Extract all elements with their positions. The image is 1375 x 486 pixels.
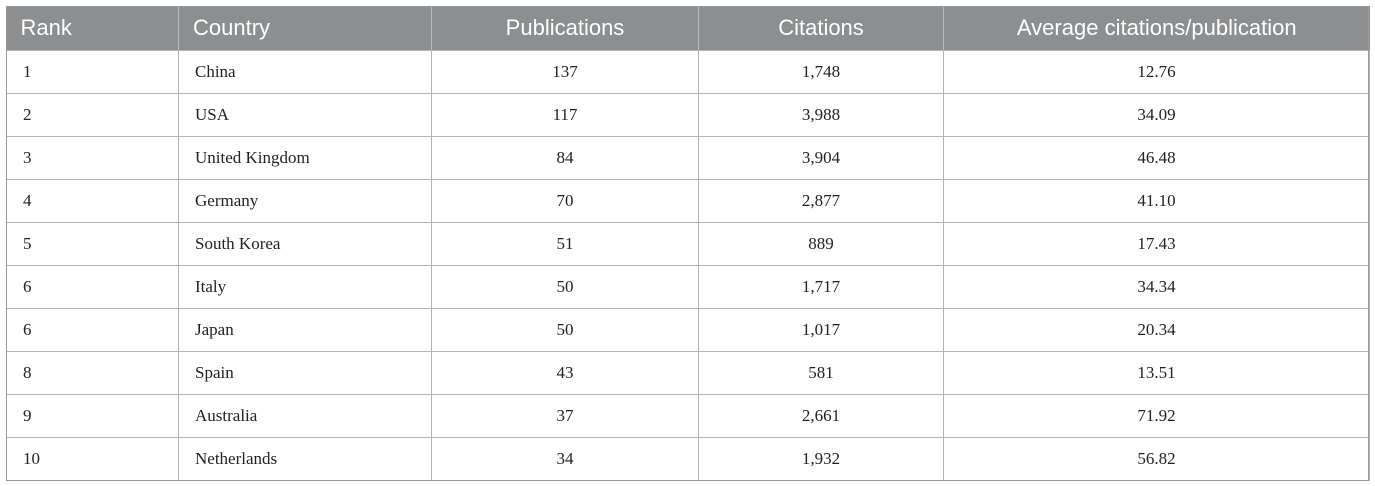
cell-country: Japan (178, 308, 432, 353)
cell-citations: 1,717 (698, 264, 944, 310)
header-country: Country (178, 6, 432, 50)
table-row: 8 Spain 43 581 13.51 (6, 351, 1370, 396)
cell-country: Italy (178, 264, 432, 310)
table-row: 6 Italy 50 1,717 34.34 (6, 264, 1370, 310)
cell-average-citations: 71.92 (943, 394, 1370, 439)
country-ranking-table: Rank Country Publications Citations Aver… (6, 6, 1370, 482)
header-rank: Rank (20, 14, 72, 40)
cell-publications: 50 (431, 308, 699, 353)
cell-citations: 2,877 (698, 178, 944, 223)
cell-average-citations: 34.34 (943, 264, 1370, 310)
cell-rank: 3 (6, 135, 179, 180)
cell-country: Australia (178, 394, 432, 439)
cell-citations: 1,748 (698, 49, 944, 94)
cell-rank: 9 (6, 394, 179, 439)
cell-rank: 10 (6, 437, 179, 482)
cell-citations: 889 (698, 221, 944, 266)
cell-rank: 4 (6, 178, 179, 223)
header-citations: Citations (698, 6, 944, 50)
cell-publications: 70 (431, 178, 699, 223)
header-row: Rank Country Publications Citations Aver… (6, 6, 1370, 50)
cell-rank: 1 (6, 49, 179, 94)
header-average-citations: Average citations/publication (943, 6, 1370, 50)
cell-publications: 37 (431, 394, 699, 439)
cell-country: South Korea (178, 221, 432, 266)
cell-average-citations: 12.76 (943, 49, 1370, 94)
cell-country: Spain (178, 351, 432, 396)
cell-country: China (178, 49, 432, 94)
table-row: 4 Germany 70 2,877 41.10 (6, 178, 1370, 223)
cell-country: Netherlands (178, 437, 432, 482)
table-row: 1 China 137 1,748 12.76 (6, 49, 1370, 94)
cell-average-citations: 13.51 (943, 351, 1370, 396)
cell-rank: 6 (6, 308, 179, 353)
cell-average-citations: 56.82 (943, 437, 1370, 482)
cell-country: USA (178, 92, 432, 137)
cell-rank: 8 (6, 351, 179, 396)
table-row: 10 Netherlands 34 1,932 56.82 (6, 437, 1370, 482)
cell-citations: 1,932 (698, 437, 944, 482)
cell-citations: 3,904 (698, 135, 944, 180)
cell-publications: 84 (431, 135, 699, 180)
cell-average-citations: 20.34 (943, 308, 1370, 353)
table-row: 3 United Kingdom 84 3,904 46.48 (6, 135, 1370, 180)
cell-average-citations: 46.48 (943, 135, 1370, 180)
table-row: 9 Australia 37 2,661 71.92 (6, 394, 1370, 439)
cell-citations: 3,988 (698, 92, 944, 137)
cell-citations: 1,017 (698, 308, 944, 353)
cell-publications: 117 (431, 92, 699, 137)
cell-citations: 581 (698, 351, 944, 396)
header-publications: Publications (431, 6, 699, 50)
cell-citations: 2,661 (698, 394, 944, 439)
cell-rank: 5 (6, 221, 179, 266)
cell-publications: 51 (431, 221, 699, 266)
table-row: 2 USA 117 3,988 34.09 (6, 92, 1370, 137)
cell-rank: 2 (6, 92, 179, 137)
table-row: 5 South Korea 51 889 17.43 (6, 221, 1370, 266)
cell-publications: 34 (431, 437, 699, 482)
cell-average-citations: 34.09 (943, 92, 1370, 137)
cell-rank: 6 (6, 264, 179, 310)
cell-average-citations: 41.10 (943, 178, 1370, 223)
cell-country: Germany (178, 178, 432, 223)
table-header: Rank Country Publications Citations Aver… (6, 6, 1370, 50)
table-body: 1 China 137 1,748 12.76 2 USA 117 3,988 … (6, 49, 1370, 482)
cell-publications: 137 (431, 49, 699, 94)
cell-publications: 43 (431, 351, 699, 396)
cell-country: United Kingdom (178, 135, 432, 180)
cell-publications: 50 (431, 264, 699, 310)
table-row: 6 Japan 50 1,017 20.34 (6, 308, 1370, 353)
cell-average-citations: 17.43 (943, 221, 1370, 266)
